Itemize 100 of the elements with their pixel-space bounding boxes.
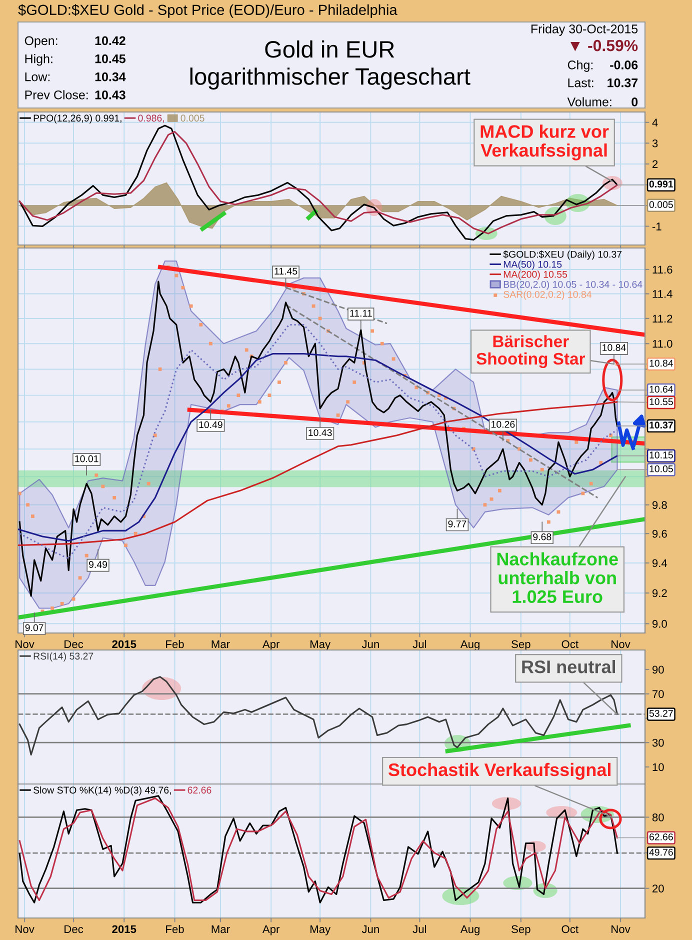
y-tick-label: -1 bbox=[652, 222, 662, 230]
annotation: 10.26 bbox=[492, 420, 515, 428]
x-tick-label: Nov bbox=[612, 640, 630, 648]
annotation: Bärischer Shooting Star bbox=[476, 335, 586, 368]
y-tick-label: 11.6 bbox=[652, 266, 672, 274]
ref-line-label: 49.76 bbox=[649, 848, 673, 856]
x-tick-label: Apr bbox=[262, 925, 280, 936]
text: Friday 30-Oct-2015 bbox=[531, 24, 638, 36]
x-tick-label: May bbox=[310, 925, 331, 936]
annotation: 9.49 bbox=[89, 561, 108, 568]
x-tick-label: Jun bbox=[362, 925, 379, 934]
legend-label: SAR(0.02,0.2) 10.84 bbox=[504, 290, 592, 300]
x-tick-label: Aug bbox=[460, 925, 480, 936]
annotation: 10.15 bbox=[650, 452, 673, 458]
y-tick-label: 4 bbox=[652, 118, 658, 126]
annotation: 10.84 bbox=[602, 344, 626, 352]
text: Volume: bbox=[567, 97, 612, 106]
y-tick-label: 9.4 bbox=[652, 559, 668, 568]
legend-label: PPO(12,26,9) 0.991, bbox=[34, 114, 122, 124]
annotation: 10.43 bbox=[308, 429, 332, 436]
y-tick-label: 9.6 bbox=[652, 530, 667, 538]
line-series bbox=[18, 676, 618, 756]
annotation: 10.55 bbox=[650, 398, 673, 406]
annotation: 62.66 bbox=[649, 833, 673, 840]
x-tick-label: Dec bbox=[64, 925, 84, 934]
text: Last: bbox=[568, 78, 594, 88]
x-tick-label: Nov bbox=[16, 640, 34, 648]
annotation: 10.01 bbox=[75, 455, 98, 462]
legend-label: 0.005 bbox=[180, 114, 204, 122]
legend-label: 0.986, bbox=[138, 114, 164, 123]
x-tick-label: Jun bbox=[362, 640, 379, 648]
annotation: 10.49 bbox=[199, 421, 222, 428]
text: Chg: bbox=[568, 60, 593, 72]
annotation: 10.37 bbox=[650, 422, 673, 429]
text: 10.42 bbox=[95, 36, 126, 46]
text: Open: bbox=[24, 36, 58, 48]
y-tick-label: 11.2 bbox=[652, 314, 672, 322]
text: Gold in EUR logarithmischer Tageschart bbox=[190, 40, 470, 90]
text: 0 bbox=[632, 98, 638, 106]
legend-label: Slow STO %K(14) %D(3) 49.76, bbox=[34, 786, 171, 796]
annotation: 0.005 bbox=[649, 201, 673, 208]
x-tick-label: May bbox=[310, 640, 331, 650]
x-tick-label: 2015 bbox=[112, 640, 136, 648]
x-tick-label: Sep bbox=[512, 925, 530, 936]
annotation: 9.77 bbox=[448, 520, 466, 528]
text: ▼ -0.59% bbox=[570, 40, 638, 52]
y-tick-label: 70 bbox=[652, 690, 664, 698]
x-tick-label: Dec bbox=[64, 640, 84, 648]
annotation: 10.05 bbox=[650, 465, 673, 472]
legend-label: $GOLD:$XEU (Daily) 10.37 bbox=[503, 250, 622, 260]
y-tick-label: 30 bbox=[652, 738, 664, 747]
annotation: Nachkaufzone unterhalb von 1.025 Euro bbox=[497, 552, 618, 604]
y-tick-label: 80 bbox=[652, 813, 664, 822]
x-tick-label: Nov bbox=[612, 925, 630, 934]
y-tick-label: 11.0 bbox=[652, 340, 672, 348]
y-tick-label: 9.2 bbox=[652, 589, 667, 598]
annotation: 10.64 bbox=[650, 386, 674, 393]
x-tick-label: Jul bbox=[412, 640, 426, 648]
legend-label: 62.66 bbox=[188, 786, 212, 794]
annotation: 0.991 bbox=[649, 180, 674, 188]
text: $GOLD:$XEU Gold - Spot Price (EOD)/Euro - Philadelphia bbox=[18, 4, 398, 18]
x-tick-label: Mar bbox=[212, 925, 230, 934]
text: High: bbox=[25, 54, 52, 66]
annotation: RSI neutral bbox=[522, 660, 616, 674]
text: Prev Close: bbox=[25, 90, 88, 100]
x-tick-label: Feb bbox=[166, 640, 184, 648]
legend-label: RSI(14) 53.27 bbox=[34, 652, 94, 662]
annotation: 9.68 bbox=[533, 533, 552, 540]
x-tick-label: Feb bbox=[166, 924, 184, 934]
x-tick-label: Sep bbox=[512, 640, 530, 650]
y-tick-label: 9.0 bbox=[652, 620, 667, 628]
legend-label: MA(200) 10.55 bbox=[504, 270, 568, 280]
text: 10.34 bbox=[95, 72, 126, 82]
annotation: 10.84 bbox=[650, 360, 674, 367]
y-tick-label: 9.8 bbox=[652, 501, 667, 509]
text: -0.06 bbox=[610, 60, 638, 70]
x-tick-label: Aug bbox=[460, 640, 480, 650]
annotation: 9.07 bbox=[25, 624, 44, 632]
annotation: 11.45 bbox=[274, 268, 298, 275]
text: 10.37 bbox=[608, 78, 638, 88]
x-tick-label: 2015 bbox=[112, 925, 136, 934]
y-tick-label: 11.4 bbox=[652, 290, 672, 298]
y-tick-label: 90 bbox=[652, 666, 664, 674]
y-tick-label: 20 bbox=[652, 884, 664, 892]
x-tick-label: Oct bbox=[562, 925, 578, 934]
text: Low: bbox=[25, 72, 50, 82]
annotation: MACD kurz vor Verkaufssignal bbox=[480, 124, 609, 160]
line-series bbox=[18, 401, 618, 546]
text: 10.43 bbox=[95, 90, 126, 100]
y-tick-label: 2 bbox=[652, 160, 658, 168]
y-tick-label: 10 bbox=[652, 763, 664, 772]
x-tick-label: Nov bbox=[16, 925, 34, 934]
y-tick-label: 3 bbox=[652, 139, 658, 148]
text: 10.45 bbox=[95, 54, 126, 64]
x-tick-label: Apr bbox=[262, 640, 280, 650]
annotation: 11.11 bbox=[350, 310, 372, 317]
x-tick-label: Oct bbox=[562, 640, 578, 648]
x-tick-label: Mar bbox=[212, 640, 230, 648]
legend-label: BB(20,2.0) 10.05 - 10.34 - 10.64 bbox=[504, 280, 642, 290]
x-tick-label: Jul bbox=[412, 924, 426, 934]
